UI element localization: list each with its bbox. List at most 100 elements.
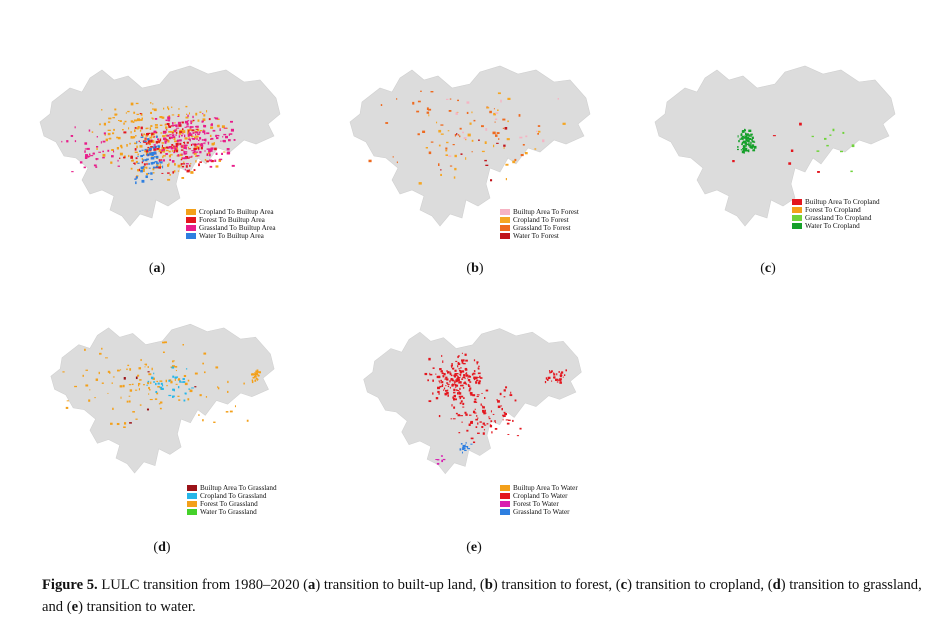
transition-speck [562,122,566,125]
transition-speck [450,418,453,420]
legend-item: Cropland To Water [500,492,578,500]
transition-speck [190,163,192,165]
transition-speck [504,413,508,416]
panel-label-c: (c) [760,261,776,276]
transition-speck [146,158,149,161]
transition-speck [741,141,744,144]
legend-swatch [187,485,197,491]
transition-speck [217,386,219,388]
transition-speck [202,120,204,123]
transition-speck [477,422,479,425]
transition-speck [182,163,185,165]
transition-speck [449,98,452,100]
transition-speck [444,378,447,380]
transition-speck [481,425,484,428]
transition-speck [430,91,434,93]
transition-speck [190,143,193,146]
transition-speck [463,375,465,377]
legend-swatch [500,485,510,491]
transition-speck [454,154,457,158]
transition-speck [251,380,254,384]
transition-speck [222,136,224,138]
transition-speck [114,113,117,116]
legend-label: Builtup Area To Water [513,484,578,492]
transition-speck [453,374,456,377]
transition-speck [471,373,474,376]
transition-speck [737,146,739,148]
transition-speck [420,90,422,92]
transition-speck [456,392,459,395]
transition-speck [471,151,473,153]
transition-speck [134,127,137,129]
transition-speck [132,121,135,123]
region-outline [654,65,896,227]
transition-speck [189,164,191,167]
transition-speck [502,118,506,121]
transition-speck [167,172,170,174]
transition-speck [159,380,163,382]
transition-speck [417,133,420,136]
transition-speck [489,110,492,114]
transition-speck [430,141,434,143]
transition-speck [154,146,157,148]
transition-speck [174,140,178,143]
transition-speck [196,143,198,146]
transition-speck [479,375,481,378]
transition-speck [456,378,459,380]
transition-speck [465,413,468,416]
transition-speck [187,134,190,137]
transition-speck [180,164,182,166]
transition-speck [257,374,260,377]
transition-speck [478,365,480,368]
transition-speck [205,396,208,398]
transition-speck [207,141,210,143]
transition-speck [185,163,189,165]
transition-speck [744,137,748,139]
transition-speck [458,134,460,136]
transition-speck [70,135,74,137]
transition-speck [504,127,508,130]
transition-speck [544,381,547,384]
transition-speck [177,121,181,125]
transition-speck [462,445,465,448]
transition-speck [209,134,212,137]
transition-speck [206,132,210,135]
transition-speck [740,133,743,137]
legend-b: Builtup Area To Forest Cropland To Forest… [500,208,579,240]
transition-speck [196,145,199,148]
transition-speck [505,386,508,389]
transition-speck [169,174,171,176]
transition-speck [112,376,115,378]
transition-speck [460,400,463,403]
transition-speck [137,374,140,377]
transition-speck [128,395,131,397]
transition-speck [458,392,461,395]
transition-speck [545,377,548,380]
transition-speck [171,365,175,368]
transition-speck [211,147,214,150]
transition-speck [744,128,746,131]
transition-speck [459,402,462,405]
transition-speck [461,361,464,364]
transition-speck [465,157,467,160]
transition-speck [824,137,827,140]
transition-speck [157,145,159,147]
transition-speck [469,392,472,395]
transition-speck [396,161,398,164]
transition-speck [147,380,150,383]
transition-speck [185,116,189,119]
transition-speck [508,419,511,422]
transition-speck [743,147,745,150]
transition-speck [123,426,126,428]
transition-speck [255,377,258,380]
transition-speck [159,407,162,410]
transition-speck [135,102,139,105]
transition-speck [188,156,192,158]
transition-speck [191,155,193,158]
transition-speck [150,146,153,148]
transition-speck [138,384,140,387]
transition-speck [436,121,438,124]
transition-speck [438,415,441,418]
transition-speck [146,384,148,386]
transition-speck [493,144,495,148]
